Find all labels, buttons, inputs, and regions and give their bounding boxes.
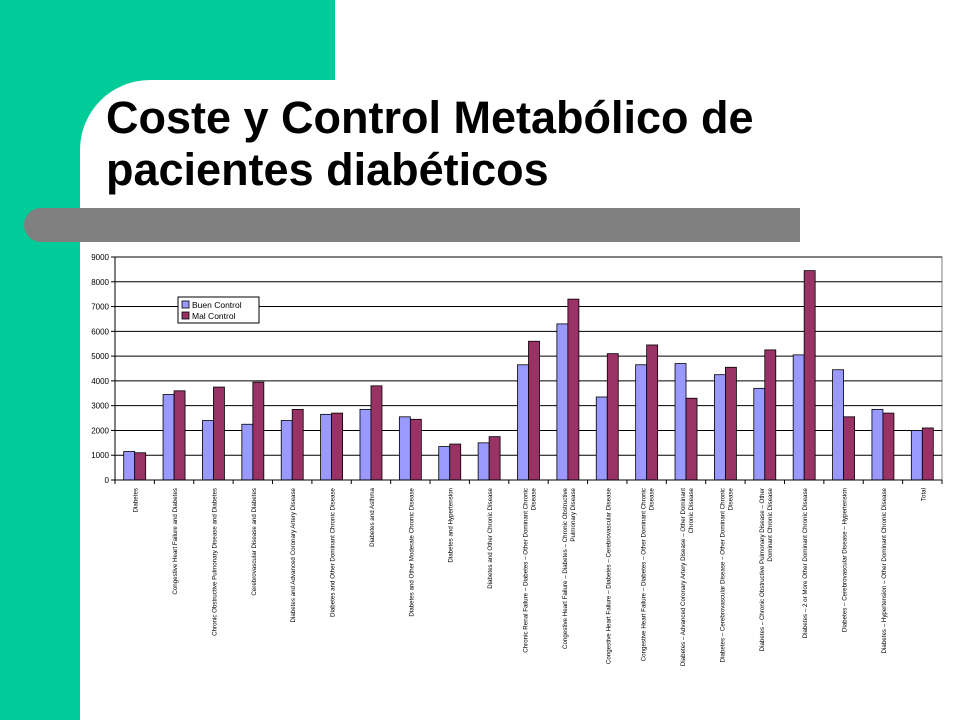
bar-mal-control — [331, 412, 343, 481]
bar-buen-control — [871, 408, 884, 481]
legend-swatch — [181, 311, 190, 320]
bar-buen-control — [202, 420, 214, 481]
legend-swatch — [181, 300, 190, 309]
bar-mal-control — [409, 418, 422, 481]
bar-buen-control — [438, 446, 451, 481]
legend-label: Mal Control — [192, 311, 236, 321]
x-tick-label: Cerebrovascular Disease and Diabetes — [251, 488, 258, 596]
x-tick-label: Total — [920, 488, 927, 501]
x-tick-label: Diabetes – Cerebrovascular Disease – Oth… — [719, 488, 726, 662]
bar-mal-control — [843, 416, 855, 481]
x-tick-label: Diabetes and Hypertension — [448, 487, 455, 562]
bar-buen-control — [753, 387, 766, 481]
x-tick-label: Diabetes and Other Dominant Chronic Dise… — [330, 487, 337, 617]
x-tick-label: Diabetes and Advanced Coronary Artery Di… — [290, 487, 297, 622]
x-tick-label: Dominant Chronic Disease — [767, 487, 774, 561]
bar-buen-control — [635, 364, 648, 481]
y-axis-ticks: 0 1000 2000 3000 4000 5000 6000 7000 8000 9000 — [91, 253, 115, 485]
bar-buen-control — [123, 451, 136, 481]
bar-mal-control — [370, 385, 383, 481]
bar-buen-control — [320, 413, 332, 481]
bar-mal-control — [803, 270, 816, 481]
x-tick-label: Disease — [531, 487, 538, 510]
y-tick-label: 2000 — [91, 426, 109, 435]
x-tick-label: Congestive Heart Failure – Diabetes – Ch… — [562, 487, 569, 649]
x-tick-label: Diabetes – 2 or More Other Dominant Chro… — [802, 487, 809, 638]
slide-title: Coste y Control Metabólico de pacientes … — [106, 92, 926, 196]
bar-buen-control — [714, 374, 726, 481]
x-tick-label: Pulmonary Disease — [570, 487, 577, 541]
axes — [114, 257, 943, 484]
slide-title-line2: pacientes diabéticos — [106, 144, 549, 195]
x-tick-label: Congestive Heart Failure and Diabetes — [172, 488, 179, 595]
y-tick-label: 5000 — [91, 352, 109, 361]
bar-buen-control — [832, 369, 844, 481]
bar-mal-control — [606, 353, 619, 481]
bar-buen-control — [517, 364, 529, 481]
y-tick-label: 3000 — [91, 402, 109, 411]
legend-label: Buen Control — [192, 300, 242, 310]
y-tick-label: 6000 — [91, 327, 109, 336]
bar-buen-control — [398, 416, 411, 481]
bar-mal-control — [882, 412, 895, 481]
x-tick-label: Chronic Obstructive Pulmonary Disease an… — [211, 488, 218, 636]
x-tick-label: Diabetes and Asthma — [369, 487, 376, 546]
bar-mal-control — [488, 436, 501, 481]
bar-mal-control — [134, 452, 147, 481]
x-tick-label: Disease — [727, 487, 734, 510]
bar-buen-control — [477, 442, 490, 481]
bars — [123, 270, 934, 481]
x-tick-label: Diabetes and Other Moderate Chronic Dise… — [408, 487, 415, 616]
bar-buen-control — [595, 396, 608, 481]
y-tick-label: 4000 — [91, 377, 109, 386]
bar-buen-control — [359, 408, 372, 481]
y-tick-label: 9000 — [91, 253, 109, 262]
y-tick-label: 7000 — [91, 303, 109, 312]
bar-buen-control — [910, 430, 923, 481]
x-tick-label: Chronic Disease — [688, 487, 695, 533]
legend-box — [177, 296, 260, 324]
title-divider — [24, 208, 800, 242]
bar-mal-control — [646, 344, 659, 481]
x-tick-label: Diabetes – Cerebrovascular Disease – Hyp… — [842, 487, 849, 632]
bar-buen-control — [241, 423, 254, 481]
bar-mal-control — [291, 408, 304, 481]
bar-buen-control — [792, 354, 805, 481]
x-tick-label: Diabetes — [133, 488, 140, 512]
bar-buen-control — [162, 394, 175, 481]
bar-mal-control — [921, 427, 934, 481]
bar-buen-control — [556, 323, 569, 481]
bar-buen-control — [674, 363, 687, 481]
x-tick-label: Chronic Renal Failure – Diabetes – Other… — [523, 488, 530, 653]
bar-mal-control — [449, 443, 462, 481]
bar-mal-control — [685, 397, 698, 481]
x-axis-labels: Diabetes Congestive Heart Failure and Dia… — [133, 487, 928, 666]
x-tick-label: Congestive Heart Failure – Diabetes – Ce… — [605, 487, 612, 664]
slide-title-line1: Coste y Control Metabólico de — [106, 92, 754, 143]
bar-mal-control — [567, 298, 580, 481]
bar-buen-control — [280, 420, 293, 481]
x-tick-label: Congestive Heart Failure – Diabetes – Ot… — [641, 488, 648, 661]
bar-mal-control — [252, 381, 265, 481]
bar-mal-control — [213, 386, 225, 481]
bar-mal-control — [764, 349, 777, 481]
bar-mal-control — [173, 390, 186, 481]
y-tick-label: 0 — [105, 476, 110, 485]
x-tick-label: Diabetes – Chronic Obstructive Pulmonary… — [759, 488, 766, 651]
y-tick-label: 1000 — [91, 451, 109, 460]
bar-mal-control — [725, 366, 737, 481]
x-tick-label: Diabetes – Advanced Coronary Artery Dise… — [680, 488, 687, 666]
bar-mal-control — [528, 340, 540, 481]
y-tick-label: 8000 — [91, 278, 109, 287]
x-tick-label: Disease — [649, 487, 656, 510]
x-tick-label: Diabetes – Hypertension – Other Dominant… — [881, 487, 888, 653]
x-tick-label: Diabetes and Other Chronic Disease — [487, 487, 494, 588]
